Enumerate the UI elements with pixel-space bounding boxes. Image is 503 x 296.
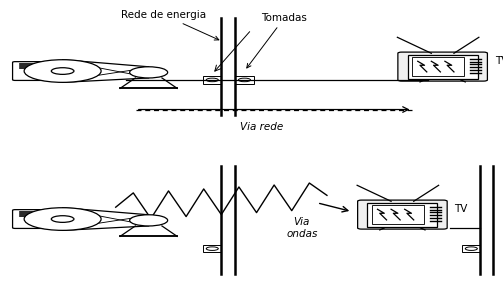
Text: Rede de energia: Rede de energia [121,10,219,40]
Bar [203,245,221,252]
Circle shape [51,216,74,222]
FancyBboxPatch shape [358,200,447,229]
Circle shape [465,247,477,250]
FancyBboxPatch shape [13,62,63,81]
Circle shape [130,215,167,226]
Bar [235,76,254,83]
FancyBboxPatch shape [13,210,63,229]
Text: Tomadas: Tomadas [247,13,307,68]
Circle shape [130,67,167,78]
Text: TV: TV [454,204,468,214]
Circle shape [24,60,101,82]
Circle shape [238,78,250,82]
Circle shape [24,208,101,230]
Circle shape [51,68,74,74]
Bar [203,76,221,83]
Text: Via rede: Via rede [240,122,283,132]
Bar [462,245,480,252]
Circle shape [206,78,218,82]
Text: Via
ondas: Via ondas [286,217,317,239]
Bar [412,57,464,76]
Text: TV: TV [494,56,503,66]
Circle shape [206,247,218,250]
Bar [407,54,478,78]
Bar [372,205,424,224]
Bar [367,202,438,227]
FancyBboxPatch shape [398,52,487,81]
